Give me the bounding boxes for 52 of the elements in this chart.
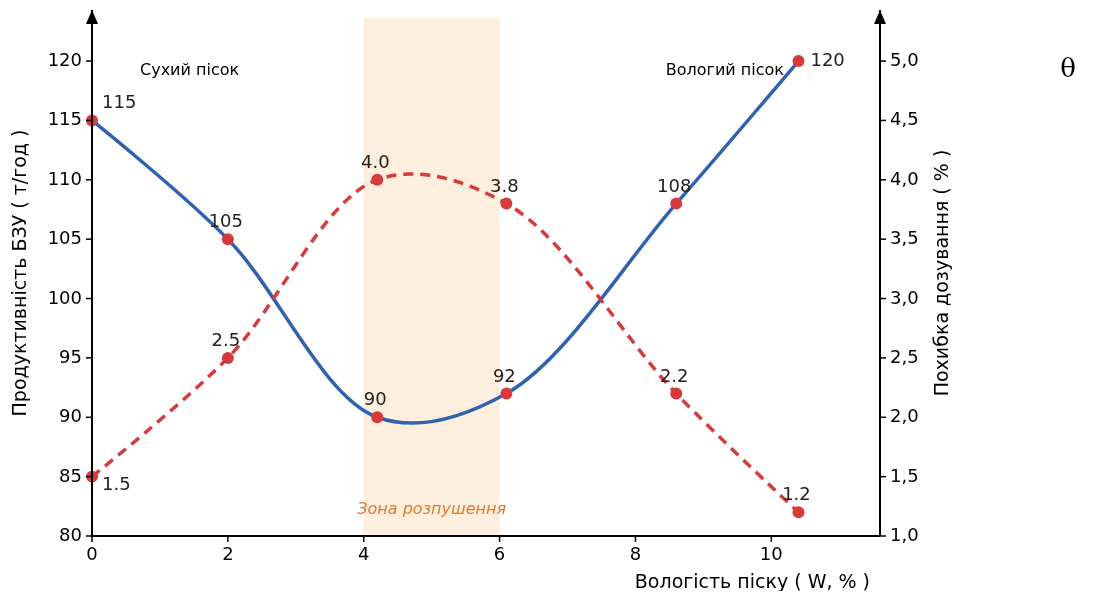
- y2-tick-label: 2,5: [890, 345, 919, 367]
- data-label: 2.5: [211, 328, 241, 350]
- data-label: 115: [102, 91, 137, 113]
- point: [792, 506, 805, 519]
- x-tick-label: 6: [493, 543, 506, 564]
- y-axis-title: Продуктивність БЗУ ( т/год ): [8, 129, 30, 417]
- data-label: 105: [208, 210, 244, 232]
- y-tick-label: 85: [59, 464, 82, 486]
- point: [670, 387, 683, 400]
- data-label: 108: [657, 174, 692, 196]
- y2-tick-label: 1,5: [890, 464, 919, 486]
- data-label: 92: [492, 364, 516, 386]
- y-tick-label: 95: [59, 345, 82, 367]
- band-label: Зона розпушення: [357, 499, 507, 518]
- data-label: 120: [810, 49, 845, 71]
- annotation: Вологий пісок: [665, 59, 785, 79]
- y-tick-label: 80: [59, 524, 82, 545]
- y2-axis-title: Похибка дозування ( % ): [930, 149, 952, 397]
- data-label: 1.2: [782, 483, 811, 505]
- y-tick-label: 100: [47, 286, 82, 308]
- y2-tick-label: 4,5: [890, 108, 919, 130]
- y2-tick-label: 1,0: [890, 524, 919, 545]
- point: [221, 351, 234, 364]
- point: [500, 197, 513, 210]
- data-label: 4.0: [360, 150, 390, 172]
- data-label: 3.8: [490, 174, 519, 196]
- point: [371, 411, 384, 424]
- y-tick-label: 110: [47, 167, 82, 189]
- annotation: Сухий пісок: [140, 59, 240, 79]
- y2-tick-label: 3,0: [890, 286, 919, 308]
- x-tick-label: 0: [86, 543, 98, 564]
- y2-tick-label: 4,0: [890, 167, 919, 189]
- point: [670, 197, 683, 210]
- x-tick-label: 4: [358, 543, 370, 564]
- x-tick-label: 10: [759, 543, 783, 564]
- y2-tick-label: 5,0: [890, 49, 919, 71]
- y-tick-label: 105: [47, 227, 82, 249]
- point: [500, 387, 513, 400]
- y-tick-label: 115: [47, 108, 82, 130]
- point: [792, 55, 805, 68]
- data-label: 2.2: [659, 364, 689, 386]
- point: [221, 233, 234, 246]
- point: [371, 173, 384, 186]
- y2-tick-label: 2,0: [890, 405, 919, 427]
- y-tick-label: 120: [47, 49, 82, 71]
- data-label: 90: [363, 388, 387, 410]
- y2-tick-label: 3,5: [890, 227, 919, 249]
- text: θ: [1060, 53, 1076, 83]
- x-tick-label: 2: [222, 543, 234, 564]
- data-label: 1.5: [102, 472, 131, 494]
- y-tick-label: 90: [59, 405, 82, 427]
- x-tick-label: 8: [629, 543, 642, 564]
